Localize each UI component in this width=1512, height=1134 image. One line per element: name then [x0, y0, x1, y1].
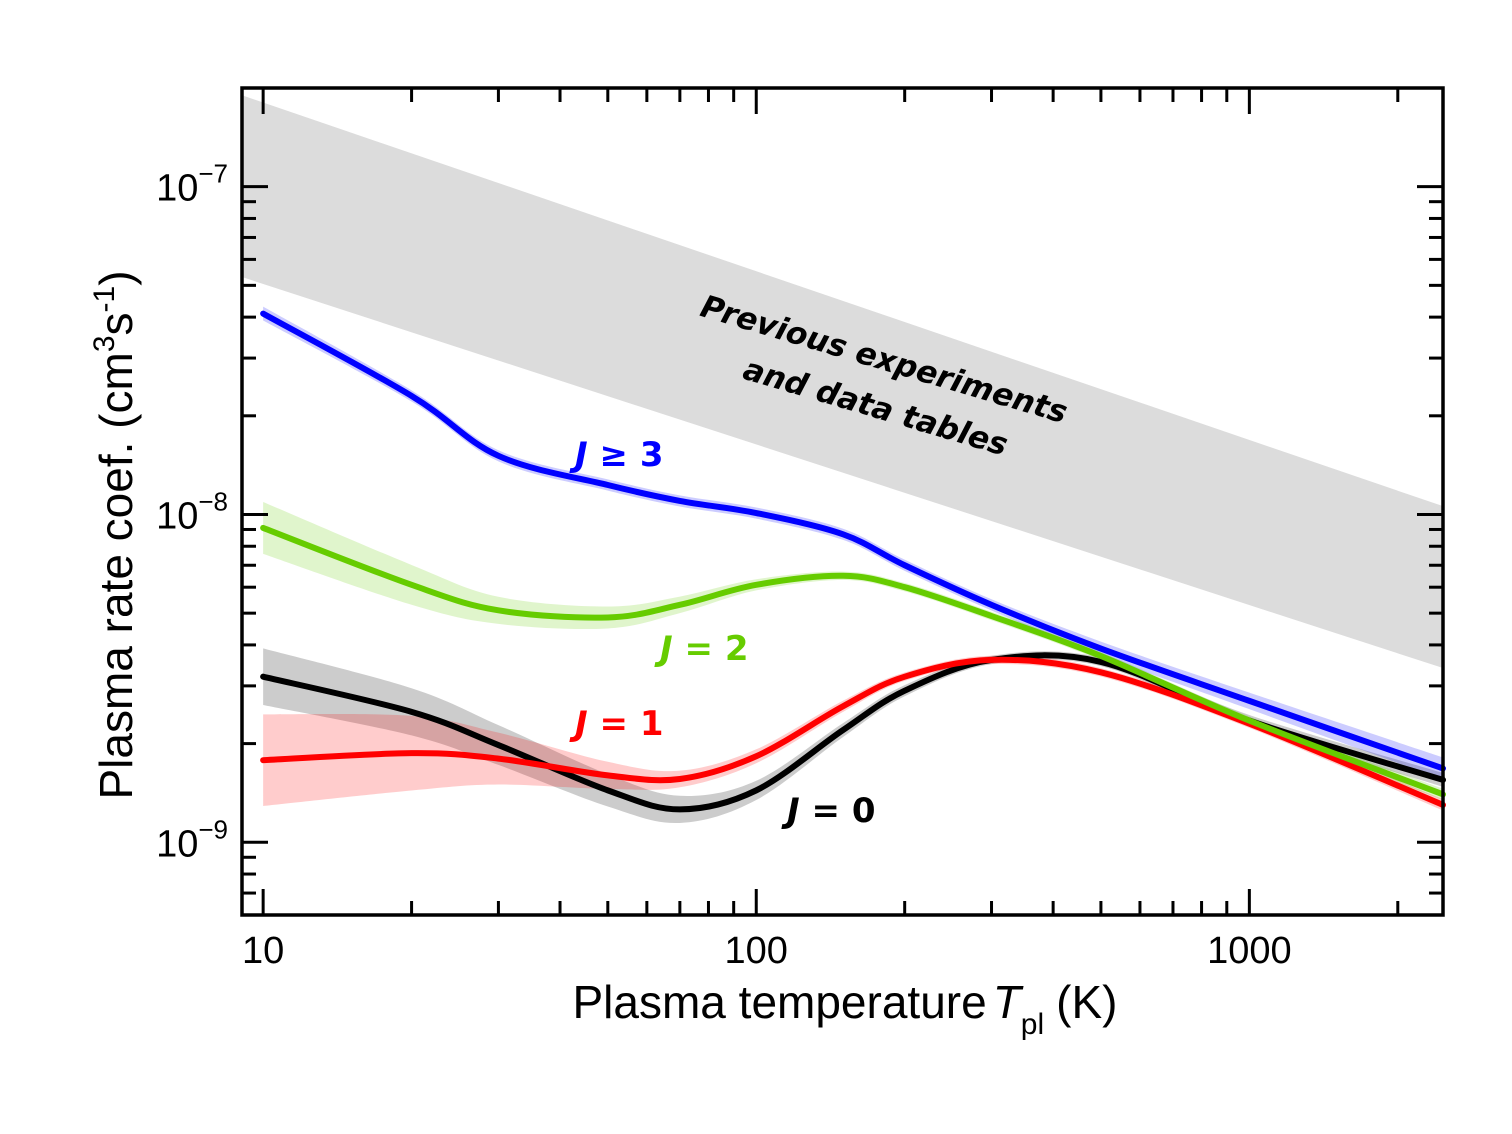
uncertainty-band-0 [263, 648, 1444, 824]
y-tick-label: 10−8 [156, 486, 228, 537]
series-line-1 [260, 656, 1446, 808]
label-j2: J = 2 [654, 629, 748, 669]
series-line-3 [260, 310, 1446, 772]
x-tick-label: 1000 [1207, 930, 1292, 972]
curve-layer [260, 310, 1446, 813]
y-tick-label: 10−9 [156, 814, 228, 865]
plot-frame [240, 86, 1445, 917]
label-j0: J = 0 [781, 791, 875, 831]
label-j1: J = 1 [569, 704, 663, 744]
y-axis-title: Plasma rate coef. (cm3s-1) [88, 270, 142, 799]
reference-band-layer [242, 95, 1443, 669]
y-tick-label: 10−7 [156, 159, 228, 210]
x-tick-label: 100 [725, 930, 788, 972]
label-j3: J ≥ 3 [569, 435, 663, 475]
x-tick-label: 10 [242, 930, 284, 972]
series-line-2 [260, 524, 1446, 798]
reference-band [242, 95, 1443, 669]
x-axis-title: Plasma temperature Tpl (K) [573, 976, 1118, 1041]
axes: 10 100 1000 10−9 10−8 10−7 [156, 86, 1445, 972]
uncertainty-band-3 [263, 306, 1444, 780]
